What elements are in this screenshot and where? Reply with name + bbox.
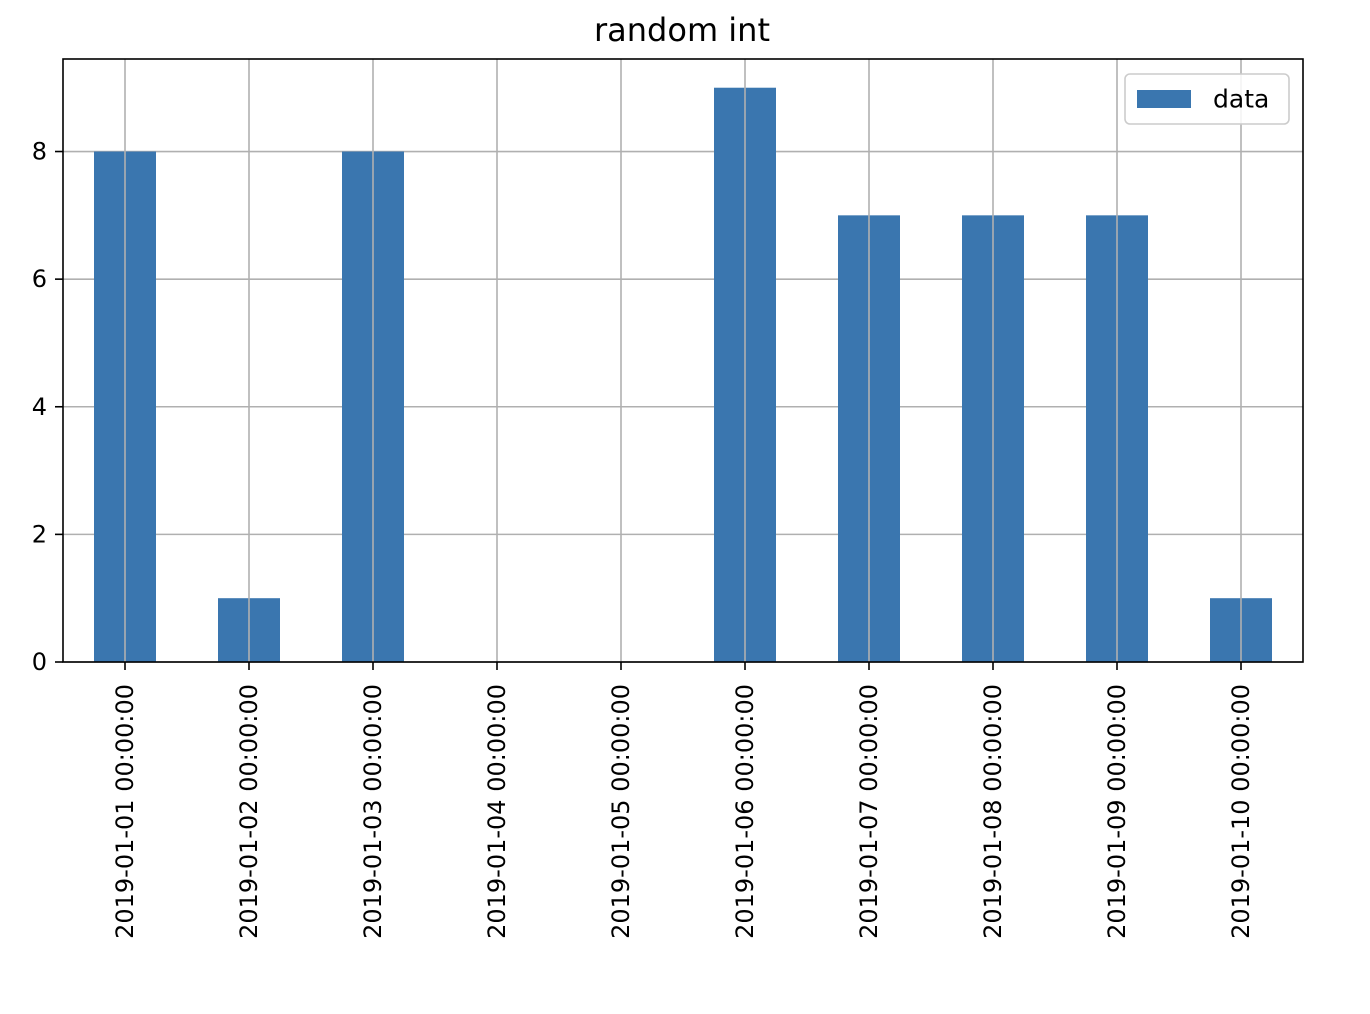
x-tick-label: 2019-01-05 00:00:00	[607, 684, 635, 939]
x-tick-label: 2019-01-08 00:00:00	[979, 684, 1007, 939]
x-tick-label: 2019-01-04 00:00:00	[483, 684, 511, 939]
chart-title: random int	[594, 11, 770, 49]
plot-frame	[62, 58, 1304, 663]
x-tick-label: 2019-01-01 00:00:00	[111, 684, 139, 939]
x-tick-label: 2019-01-02 00:00:00	[235, 684, 263, 939]
x-axis: 2019-01-01 00:00:00 2019-01-02 00:00:00 20…	[111, 662, 1255, 939]
y-tick-label: 6	[32, 265, 47, 293]
x-tick-label: 2019-01-09 00:00:00	[1103, 684, 1131, 939]
legend-swatch	[1137, 90, 1191, 108]
legend-box	[1124, 73, 1290, 125]
x-grid-lines	[124, 59, 1242, 662]
x-tick-label: 2019-01-03 00:00:00	[359, 684, 387, 939]
y-axis: 0 2 4 6 8	[32, 138, 63, 676]
x-tick-label: 2019-01-07 00:00:00	[855, 684, 883, 939]
y-tick-label: 4	[32, 393, 47, 421]
x-tick-label: 2019-01-10 00:00:00	[1227, 684, 1255, 939]
legend: data	[1124, 73, 1290, 125]
legend-label: data	[1213, 85, 1269, 114]
y-tick-label: 2	[32, 520, 47, 548]
x-tick-label: 2019-01-06 00:00:00	[731, 684, 759, 939]
y-tick-label: 0	[32, 648, 47, 676]
y-tick-label: 8	[32, 138, 47, 166]
